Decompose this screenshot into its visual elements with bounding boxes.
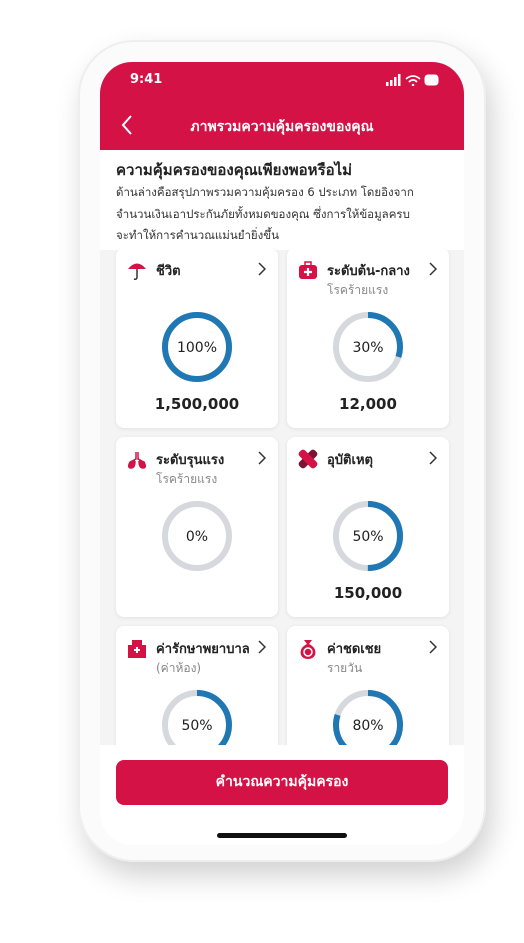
coverage-card[interactable]: ชีวิต 100% 1,500,000: [116, 248, 278, 428]
card-icon: [127, 452, 147, 469]
progress-ring: 80%: [333, 690, 403, 745]
progress-ring: 50%: [333, 501, 403, 571]
header: 9:41 ภาพรวมความคุ้มครองของคุณ: [100, 62, 464, 150]
progress-ring: 0%: [162, 501, 232, 571]
ring-label: 30%: [352, 340, 383, 356]
coverage-card[interactable]: ระดับรุนแรงโรคร้ายแรง 0%: [116, 437, 278, 617]
ring-progress: [162, 690, 232, 745]
card-icon: [128, 640, 146, 658]
card-subtitle: รายวัน: [327, 661, 363, 675]
card-icon: [300, 640, 316, 659]
chevron: [258, 640, 266, 654]
calculate-button[interactable]: คำนวณความคุ้มครอง: [116, 760, 448, 805]
card-subtitle: (ค่าห้อง): [156, 661, 202, 675]
card-icon: [128, 263, 146, 280]
intro-text: ด้านล่างคือสรุปภาพรวมความคุ้มครอง 6 ประเ…: [116, 182, 414, 247]
progress-ring: 100%: [162, 312, 232, 382]
intro-line: จะทำให้การคำนวณแม่นยำยิ่งขึ้น: [116, 228, 280, 242]
chevron: [258, 451, 266, 465]
ring-progress: [333, 690, 403, 745]
card-title: ระดับรุนแรง: [156, 453, 225, 468]
back-button[interactable]: [120, 114, 134, 136]
intro-line: จำนวนเงินเอาประกันภัยทั้งหมดของคุณ ซึ่งก…: [116, 206, 410, 221]
card-grid: ชีวิต 100% 1,500,000 ระดับต้น-กลางโรคร้ายแร…: [100, 248, 464, 745]
ring-label: 50%: [352, 529, 383, 545]
card-icon: [298, 449, 318, 469]
progress-ring: 30%: [333, 312, 403, 382]
card-title: ค่ารักษาพยาบาล: [156, 642, 250, 657]
ring-label: 100%: [177, 340, 217, 356]
header-title: ภาพรวมความคุ้มครองของคุณ: [190, 119, 374, 135]
chevron: [429, 451, 437, 465]
chevron: [429, 262, 437, 276]
card-title: ค่าชดเชย: [327, 642, 382, 657]
card-subtitle: โรคร้ายแรง: [327, 283, 389, 297]
ring-progress: [162, 312, 232, 382]
intro-heading: ความคุ้มครองของคุณเพียงพอหรือไม่: [116, 161, 353, 179]
ring-progress: [333, 501, 403, 571]
bottom-panel: คำนวณความคุ้มครอง: [100, 745, 464, 845]
coverage-card[interactable]: ระดับต้น-กลางโรคร้ายแรง 30% 12,000: [287, 248, 449, 428]
status-icons: [386, 74, 439, 86]
ring-progress: [333, 312, 403, 382]
card-amount: 1,500,000: [154, 395, 240, 413]
intro: ความคุ้มครองของคุณเพียงพอหรือไม่ ด้านล่า…: [100, 150, 464, 250]
card-title: ชีวิต: [156, 264, 181, 279]
status-time: 9:41: [130, 72, 163, 87]
intro-line: ด้านล่างคือสรุปภาพรวมความคุ้มครอง 6 ประเ…: [116, 185, 414, 199]
card-title: ระดับต้น-กลาง: [327, 264, 410, 279]
ring-label: 50%: [181, 718, 212, 734]
coverage-card[interactable]: ค่าชดเชยรายวัน 80%: [287, 626, 449, 745]
progress-ring: 50%: [162, 690, 232, 745]
chevron: [429, 640, 437, 654]
ring-label: 80%: [352, 718, 383, 734]
ring-track: [162, 501, 232, 571]
card-subtitle: โรคร้ายแรง: [156, 472, 218, 486]
chevron: [258, 262, 266, 276]
card-amount: 150,000: [333, 584, 403, 602]
coverage-card[interactable]: อุบัติเหตุ 50% 150,000: [287, 437, 449, 617]
card-title: อุบัติเหตุ: [327, 453, 373, 468]
home-indicator: [217, 833, 347, 838]
coverage-card[interactable]: ค่ารักษาพยาบาล (ค่าห้อง) 50%: [116, 626, 278, 745]
card-amount: 12,000: [339, 395, 397, 413]
ring-label: 0%: [186, 529, 208, 545]
card-icon: [299, 261, 317, 279]
screen: 9:41 ภาพรวมความคุ้มครองของคุณ ความคุ้มคร…: [100, 62, 464, 845]
